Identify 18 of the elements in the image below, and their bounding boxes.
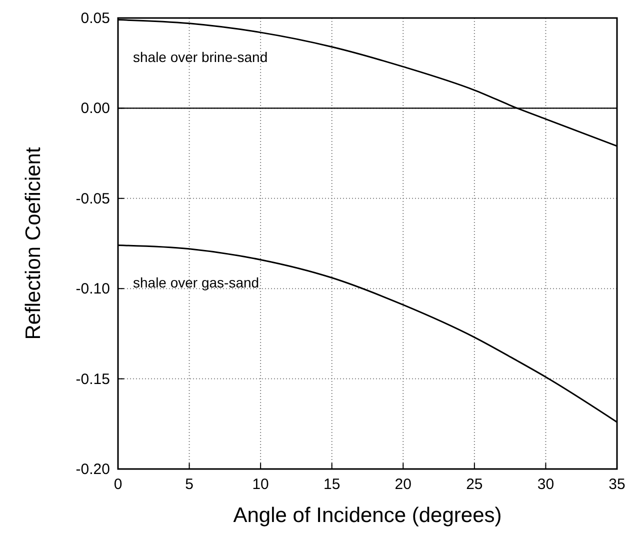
y-tick-label: 0.05 [80,10,110,27]
y-tick-label: -0.15 [76,370,110,388]
annotation: shale over brine-sand [133,48,268,65]
y-axis-title: Reflection Coeficient [22,147,45,340]
y-tick-label: -0.20 [76,461,110,478]
y-tick-label: -0.10 [76,280,110,298]
x-tick-label: 25 [466,476,483,493]
y-tick-label: 0.00 [80,100,110,118]
y-tick-label: -0.05 [76,190,110,208]
x-tick-label: 10 [252,476,269,493]
x-tick-label: 30 [537,476,554,493]
x-tick-label: 0 [114,476,122,493]
x-tick-label: 15 [324,476,340,493]
x-axis-title: Angle of Incidence (degrees) [233,504,502,527]
x-tick-label: 35 [608,476,626,493]
annotation: shale over gas-sand [133,274,260,290]
x-tick-label: 5 [185,476,194,493]
x-tick-label: 20 [394,476,412,493]
